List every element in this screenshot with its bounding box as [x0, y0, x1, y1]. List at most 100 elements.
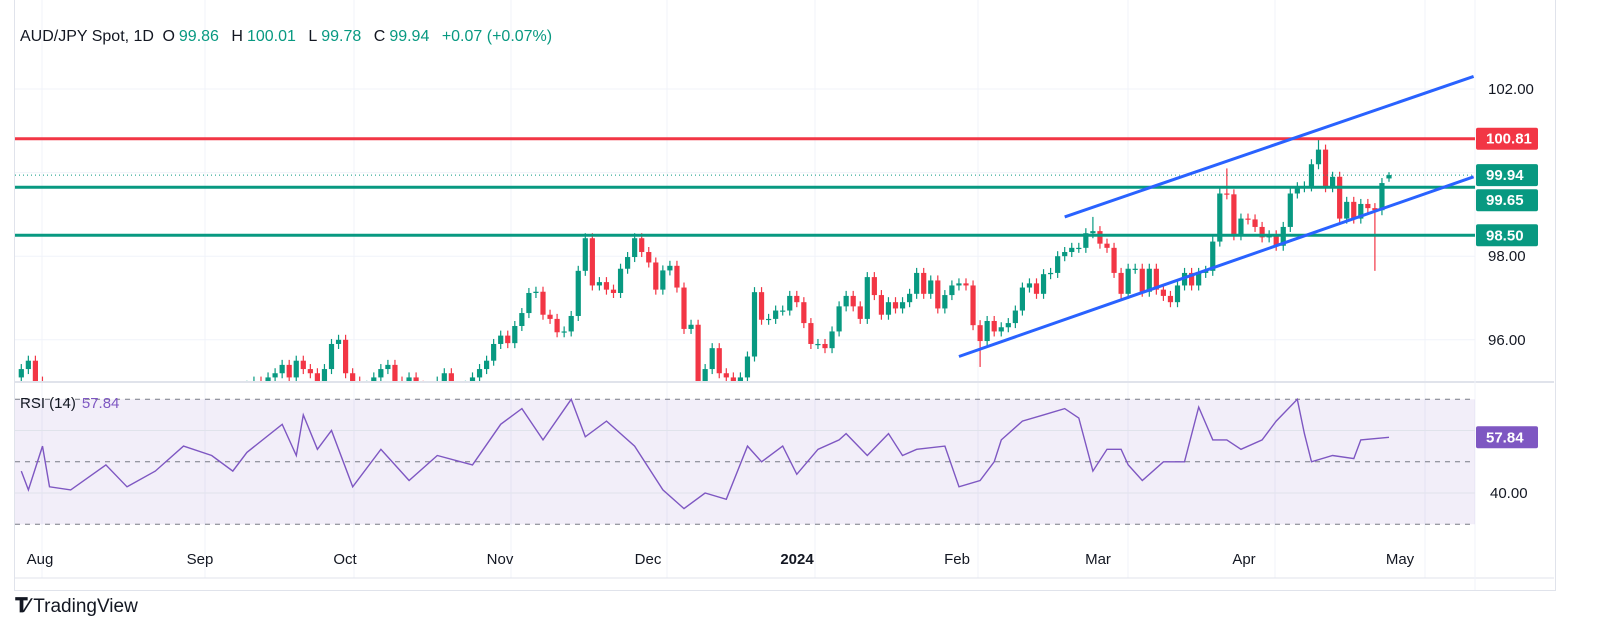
candle — [864, 272, 870, 324]
candle — [1076, 242, 1082, 253]
candle — [921, 267, 927, 299]
open-value: 99.86 — [178, 28, 219, 45]
candle-body — [1294, 187, 1300, 194]
candle — [300, 355, 306, 375]
candle — [1217, 188, 1223, 247]
candle-body — [921, 272, 927, 294]
candle-body — [956, 283, 962, 286]
candle — [744, 351, 751, 381]
candle — [928, 275, 934, 299]
candle-body — [639, 238, 645, 253]
candle — [1019, 282, 1025, 316]
candle-body — [293, 360, 299, 378]
candle-body — [850, 295, 856, 307]
candle-body — [829, 331, 835, 349]
candle-body — [1153, 268, 1159, 290]
candle — [491, 338, 497, 366]
price-tick-label: 102.00 — [1488, 81, 1534, 98]
candle — [843, 290, 849, 312]
low-value: 99.78 — [321, 28, 362, 45]
candle — [1153, 263, 1159, 295]
logo-text: TradingView — [33, 595, 138, 617]
candle — [253, 376, 255, 381]
candle-body — [540, 291, 546, 315]
open-label: O — [162, 28, 175, 45]
candle — [970, 280, 976, 331]
current-price-badge — [1476, 164, 1538, 187]
candle-body — [1351, 201, 1357, 219]
candle-body — [758, 292, 765, 320]
candle-body — [1012, 310, 1018, 324]
candle — [589, 233, 595, 291]
candle-body — [448, 373, 454, 381]
candle-body — [589, 238, 595, 286]
candle-body — [456, 390, 461, 398]
candle — [1033, 278, 1040, 299]
candle-body — [878, 295, 884, 315]
candle-body — [575, 270, 581, 316]
candle-body — [1146, 268, 1152, 292]
candle-body — [928, 280, 934, 294]
candle-body — [1160, 289, 1166, 296]
candle-body — [632, 238, 638, 258]
candle-body — [421, 386, 426, 399]
price-tick-label: 98.00 — [1488, 248, 1526, 265]
candle — [907, 288, 913, 308]
time-axis-label: Aug — [27, 551, 54, 568]
candle — [413, 372, 419, 381]
channel-upper-line — [1064, 75, 1475, 219]
candle — [484, 355, 490, 375]
candle-body — [568, 315, 574, 332]
rsi-title[interactable]: RSI (14) — [20, 395, 76, 412]
candle-body — [1111, 247, 1117, 273]
candle — [519, 308, 525, 332]
candle — [575, 265, 581, 321]
candle-body — [357, 382, 362, 395]
candle — [1160, 284, 1166, 301]
candle — [871, 272, 877, 301]
candle — [660, 265, 666, 295]
candle-body — [371, 377, 377, 381]
candle — [476, 364, 483, 381]
candle-body — [688, 324, 694, 329]
symbol-title[interactable]: AUD/JPY Spot, 1D — [20, 28, 154, 45]
candle — [1273, 230, 1279, 251]
candle — [681, 282, 687, 334]
candle-body — [441, 373, 447, 381]
candle-body — [272, 373, 278, 378]
candle-body — [1125, 268, 1131, 294]
candle — [1097, 226, 1103, 249]
high-label: H — [231, 28, 243, 45]
candle — [773, 305, 779, 324]
candle — [582, 233, 588, 276]
candle — [350, 368, 356, 381]
candle — [815, 338, 821, 349]
candle-body — [265, 377, 271, 381]
time-axis-label: 2024 — [780, 551, 814, 568]
candle-body — [674, 265, 680, 288]
candle-body — [484, 360, 490, 370]
candle-body — [660, 270, 666, 290]
candle-body — [392, 364, 398, 381]
candle-body — [695, 324, 701, 381]
candle — [505, 330, 511, 349]
candle-body — [1118, 272, 1124, 294]
tradingview-logo[interactable]: 𝐓∕ TradingView — [15, 595, 138, 618]
candle — [260, 376, 262, 381]
candle — [307, 364, 313, 379]
rsi-value: 57.84 — [81, 395, 120, 412]
candle-body — [730, 377, 736, 381]
candle-body — [554, 318, 560, 333]
candle-body — [413, 377, 419, 381]
candle-body — [815, 343, 821, 346]
candle — [18, 364, 24, 381]
candle-body — [314, 373, 320, 381]
candle-body — [801, 302, 807, 324]
candle-body — [1083, 233, 1089, 248]
candle — [448, 368, 454, 381]
candle — [371, 372, 377, 381]
candle-body — [977, 325, 983, 342]
candle-body — [328, 343, 335, 370]
candle — [610, 284, 617, 298]
